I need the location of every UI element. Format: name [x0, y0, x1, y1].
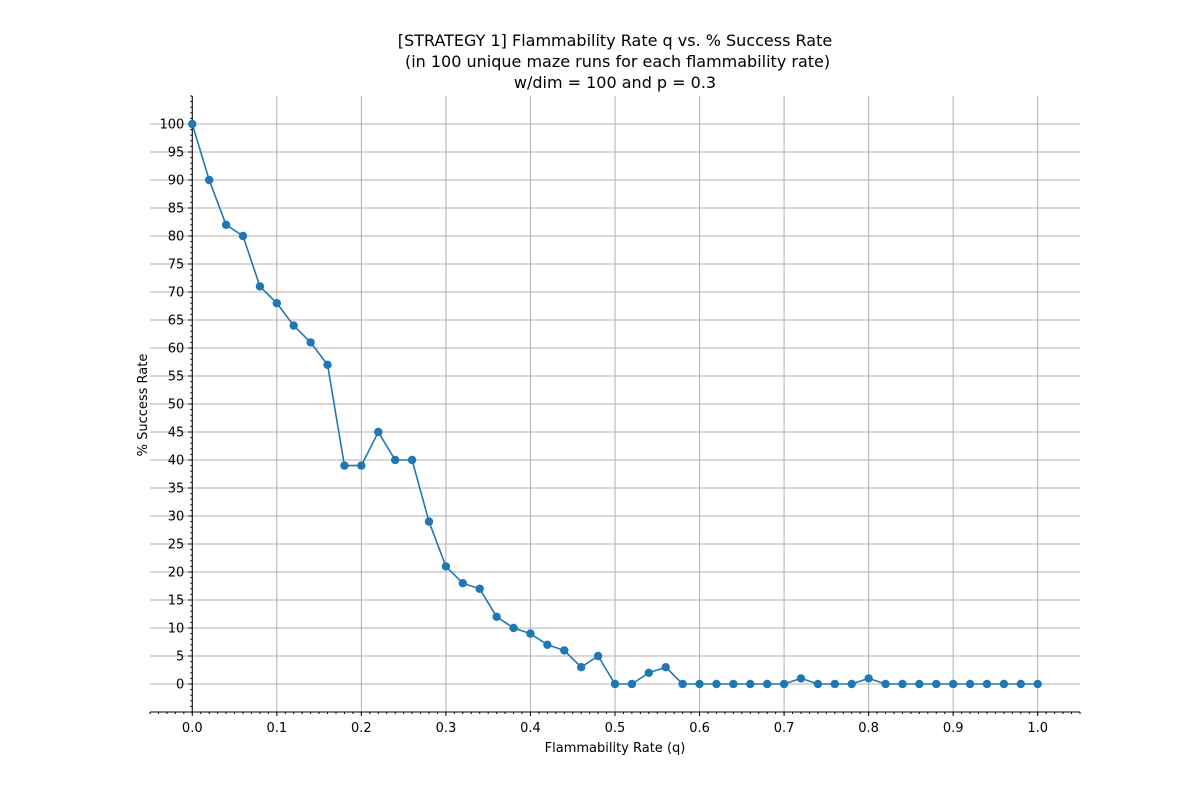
x-tick-label: 0.3: [436, 721, 457, 736]
data-point: [999, 679, 1009, 689]
data-point: [374, 427, 383, 437]
y-tick-label: 5: [176, 650, 184, 665]
chart-title: [STRATEGY 1] Flammability Rate q vs. % S…: [398, 31, 832, 92]
data-point: [357, 461, 366, 470]
y-tick-label: 10: [168, 622, 185, 637]
data-point: [289, 321, 298, 330]
data-point: [915, 679, 924, 689]
data-point: [560, 646, 569, 655]
data-point: [526, 629, 535, 638]
y-tick-label: 65: [168, 314, 185, 329]
x-tick-label: 0.7: [774, 721, 795, 736]
y-tick-label: 100: [159, 118, 184, 133]
x-tick-label: 0.0: [182, 721, 203, 736]
data-point: [188, 119, 197, 129]
data-point: [255, 282, 265, 291]
y-tick-label: 70: [168, 286, 185, 301]
x-tick-label: 0.8: [858, 721, 879, 736]
y-tick-label: 85: [168, 202, 185, 217]
data-point: [390, 455, 400, 465]
y-tick-label: 90: [168, 174, 185, 189]
y-tick-label: 0: [176, 678, 184, 693]
chart-title-line-3: w/dim = 100 and p = 0.3: [514, 73, 716, 92]
data-point: [779, 679, 789, 689]
y-tick-label: 40: [168, 454, 185, 469]
data-point: [458, 579, 468, 588]
axis-ticks: 0.0 0.1 0.2 0.3 0.4 0.5 0.6 0.7 0.8 0.9 1.0 0 5 10 15 2…: [149, 95, 1081, 736]
chart-title-line-2: (in 100 unique maze runs for each flamma…: [400, 52, 830, 71]
data-point: [593, 651, 603, 661]
data-point: [509, 623, 518, 633]
data-point: [610, 679, 620, 689]
y-tick-label: 75: [168, 258, 185, 273]
x-tick-label: 0.4: [520, 721, 541, 736]
data-point: [543, 640, 552, 649]
y-tick-label: 20: [168, 566, 185, 581]
data-point: [965, 679, 975, 689]
data-point: [830, 679, 840, 689]
data-point: [864, 674, 873, 683]
data-point: [340, 461, 349, 470]
data-point: [441, 562, 451, 571]
data-point: [272, 299, 282, 308]
y-axis-label: % Success Rate: [136, 354, 151, 457]
x-tick-label: 0.9: [943, 721, 964, 736]
grid: [150, 96, 1080, 712]
data-point: [746, 679, 755, 689]
data-point: [729, 679, 738, 689]
x-tick-label: 0.1: [266, 721, 287, 736]
data-point: [695, 679, 704, 689]
data-point: [847, 679, 856, 689]
data-point: [813, 679, 823, 689]
data-point: [323, 360, 332, 369]
x-tick-label: 0.5: [605, 721, 626, 736]
y-tick-label: 60: [168, 342, 185, 357]
series-layer: [188, 119, 1042, 689]
data-point: [948, 679, 958, 689]
data-point: [678, 679, 687, 689]
data-point: [712, 679, 721, 689]
data-point: [576, 663, 586, 672]
y-tick-label: 15: [168, 594, 185, 609]
data-point: [475, 584, 484, 593]
x-tick-label: 0.2: [351, 721, 372, 736]
data-point: [407, 455, 417, 465]
y-tick-label: 50: [168, 398, 185, 413]
data-point: [492, 612, 501, 621]
data-point: [1016, 679, 1026, 689]
data-point: [644, 668, 654, 677]
data-point: [306, 338, 315, 347]
data-point: [796, 674, 806, 683]
data-point: [762, 679, 772, 689]
chart-title-line-1: [STRATEGY 1] Flammability Rate q vs. % S…: [398, 31, 832, 50]
data-point: [932, 679, 941, 689]
data-point: [238, 231, 248, 241]
x-axis-label: Flammability Rate (q): [545, 741, 686, 756]
y-tick-label: 25: [168, 538, 185, 553]
data-point: [1033, 679, 1042, 689]
data-point: [661, 663, 670, 672]
y-tick-label: 80: [168, 230, 185, 245]
x-tick-label: 0.6: [689, 721, 710, 736]
x-tick-label: 1.0: [1027, 721, 1048, 736]
data-point: [424, 517, 434, 526]
data-point: [627, 679, 637, 689]
data-point: [221, 220, 231, 229]
y-tick-label: 45: [168, 426, 185, 441]
y-tick-label: 35: [168, 482, 185, 497]
data-point: [881, 679, 890, 689]
y-tick-label: 30: [168, 510, 185, 525]
data-point: [898, 679, 907, 689]
data-point: [204, 175, 214, 185]
y-tick-label: 95: [168, 146, 185, 161]
y-tick-label: 55: [168, 370, 185, 385]
data-point: [982, 679, 992, 689]
